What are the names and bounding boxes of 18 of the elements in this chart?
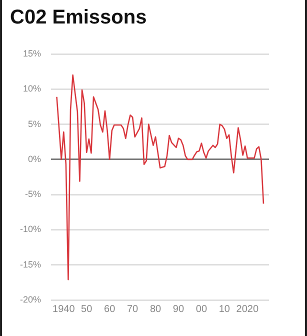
x-tick-label: 50 xyxy=(81,304,93,315)
y-tick-label: 5% xyxy=(28,118,42,129)
y-tick-label: -20% xyxy=(20,294,42,304)
y-tick-label: 15% xyxy=(22,48,42,58)
x-tick-label: 60 xyxy=(104,304,116,315)
x-tick-label: 80 xyxy=(150,304,162,315)
y-tick-label: 0% xyxy=(28,154,42,164)
y-tick-label: -5% xyxy=(24,189,42,200)
x-tick-label: 70 xyxy=(126,304,139,315)
chart-title: C02 Emissons xyxy=(10,6,147,29)
x-tick-label: 90 xyxy=(172,304,184,315)
y-tick-label: 10% xyxy=(22,84,42,94)
x-tick-label: 00 xyxy=(196,304,208,315)
y-tick-label: -10% xyxy=(20,224,42,234)
y-tick-label: -15% xyxy=(20,259,42,270)
x-tick-label: 10 xyxy=(218,304,230,315)
x-tick-label: 2020 xyxy=(236,304,259,315)
x-tick-label: 1940 xyxy=(52,304,76,315)
